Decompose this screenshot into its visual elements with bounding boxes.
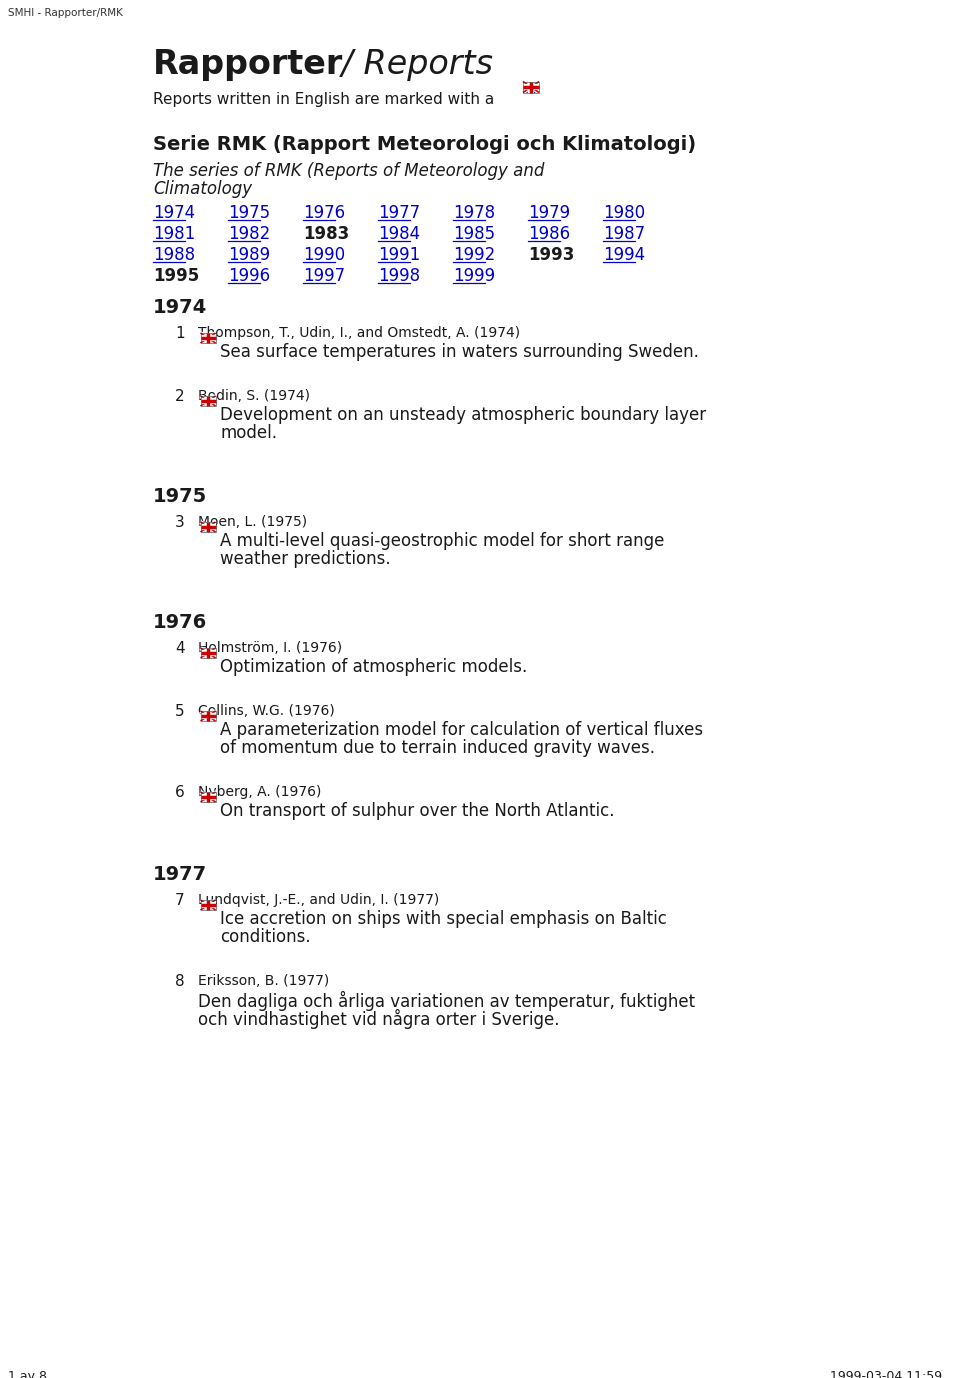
Text: Nyberg, A. (1976): Nyberg, A. (1976)	[198, 785, 322, 799]
Text: 1982: 1982	[228, 225, 271, 243]
Bar	[201, 395, 215, 407]
Text: 1984: 1984	[378, 225, 420, 243]
Text: 1994: 1994	[603, 247, 645, 265]
Text: Rapporter: Rapporter	[153, 48, 344, 81]
Text: 1998: 1998	[378, 267, 420, 285]
Text: 1991: 1991	[378, 247, 420, 265]
Text: Eriksson, B. (1977): Eriksson, B. (1977)	[198, 974, 329, 988]
Text: 1993: 1993	[528, 247, 574, 265]
Text: The series of RMK (Reports of Meteorology and: The series of RMK (Reports of Meteorolog…	[153, 163, 544, 181]
Bar	[201, 792, 215, 802]
Bar	[201, 522, 215, 532]
Bar	[201, 333, 215, 343]
Text: 5: 5	[175, 704, 184, 719]
Text: Den dagliga och årliga variationen av temperatur, fuktighet: Den dagliga och årliga variationen av te…	[198, 991, 695, 1011]
Text: A parameterization model for calculation of vertical fluxes: A parameterization model for calculation…	[220, 721, 703, 739]
Text: A multi-level quasi-geostrophic model for short range: A multi-level quasi-geostrophic model fo…	[220, 532, 664, 550]
Bar	[201, 648, 215, 659]
Text: 1986: 1986	[528, 225, 570, 243]
Text: 1996: 1996	[228, 267, 270, 285]
Text: Holmström, I. (1976): Holmström, I. (1976)	[198, 641, 342, 655]
Text: Serie RMK (Rapport Meteorologi och Klimatologi): Serie RMK (Rapport Meteorologi och Klima…	[153, 135, 696, 154]
Text: Bodin, S. (1974): Bodin, S. (1974)	[198, 389, 310, 402]
Text: On transport of sulphur over the North Atlantic.: On transport of sulphur over the North A…	[220, 802, 614, 820]
Text: Lundqvist, J.-E., and Udin, I. (1977): Lundqvist, J.-E., and Udin, I. (1977)	[198, 893, 440, 907]
Bar	[201, 711, 215, 721]
Text: model.: model.	[220, 424, 277, 442]
Text: Optimization of atmospheric models.: Optimization of atmospheric models.	[220, 659, 527, 677]
Text: 1974: 1974	[153, 298, 207, 317]
Text: 1977: 1977	[378, 204, 420, 222]
Text: 1: 1	[175, 327, 184, 340]
Text: of momentum due to terrain induced gravity waves.: of momentum due to terrain induced gravi…	[220, 739, 655, 757]
Bar	[201, 792, 215, 802]
Text: 1979: 1979	[528, 204, 570, 222]
Text: 8: 8	[175, 974, 184, 989]
Text: 1978: 1978	[453, 204, 495, 222]
Text: Moen, L. (1975): Moen, L. (1975)	[198, 515, 307, 529]
Text: 1985: 1985	[453, 225, 495, 243]
Text: Ice accretion on ships with special emphasis on Baltic: Ice accretion on ships with special emph…	[220, 909, 667, 927]
Text: 1975: 1975	[153, 486, 207, 506]
Text: 1988: 1988	[153, 247, 195, 265]
Text: 4: 4	[175, 641, 184, 656]
Text: 1997: 1997	[303, 267, 346, 285]
Text: 1995: 1995	[153, 267, 200, 285]
Text: SMHI - Rapporter/RMK: SMHI - Rapporter/RMK	[8, 8, 123, 18]
Text: 1999: 1999	[453, 267, 495, 285]
Text: 7: 7	[175, 893, 184, 908]
Text: Reports written in English are marked with a: Reports written in English are marked wi…	[153, 92, 494, 107]
Text: 1990: 1990	[303, 247, 346, 265]
Text: 2: 2	[175, 389, 184, 404]
Text: Thompson, T., Udin, I., and Omstedt, A. (1974): Thompson, T., Udin, I., and Omstedt, A. …	[198, 327, 520, 340]
Text: 1 av 8: 1 av 8	[8, 1370, 47, 1378]
Text: Development on an unsteady atmospheric boundary layer: Development on an unsteady atmospheric b…	[220, 407, 707, 424]
Text: 1976: 1976	[153, 613, 207, 633]
Text: 1989: 1989	[228, 247, 270, 265]
Bar	[201, 900, 215, 909]
Text: / Reports: / Reports	[331, 48, 493, 81]
Text: conditions.: conditions.	[220, 927, 311, 947]
Bar	[201, 333, 215, 343]
Text: och vindhastighet vid några orter i Sverige.: och vindhastighet vid några orter i Sver…	[198, 1009, 560, 1029]
Text: Sea surface temperatures in waters surrounding Sweden.: Sea surface temperatures in waters surro…	[220, 343, 699, 361]
Bar	[201, 711, 215, 721]
Text: 1977: 1977	[153, 865, 207, 885]
Bar	[201, 522, 215, 532]
Text: Climatology: Climatology	[153, 181, 252, 198]
Text: 6: 6	[175, 785, 184, 801]
Text: 1974: 1974	[153, 204, 195, 222]
Text: 3: 3	[175, 515, 184, 531]
Text: 1992: 1992	[453, 247, 495, 265]
Bar	[523, 81, 539, 92]
Text: Collins, W.G. (1976): Collins, W.G. (1976)	[198, 704, 335, 718]
Text: 1980: 1980	[603, 204, 645, 222]
Bar	[201, 900, 215, 909]
Text: 1983: 1983	[303, 225, 349, 243]
Text: 1975: 1975	[228, 204, 270, 222]
Text: 1987: 1987	[603, 225, 645, 243]
Bar	[523, 81, 539, 92]
Bar	[201, 395, 215, 407]
Text: 1999-03-04 11:59: 1999-03-04 11:59	[830, 1370, 942, 1378]
Bar	[201, 648, 215, 659]
Text: weather predictions.: weather predictions.	[220, 550, 391, 568]
Text: 1981: 1981	[153, 225, 195, 243]
Text: 1976: 1976	[303, 204, 346, 222]
